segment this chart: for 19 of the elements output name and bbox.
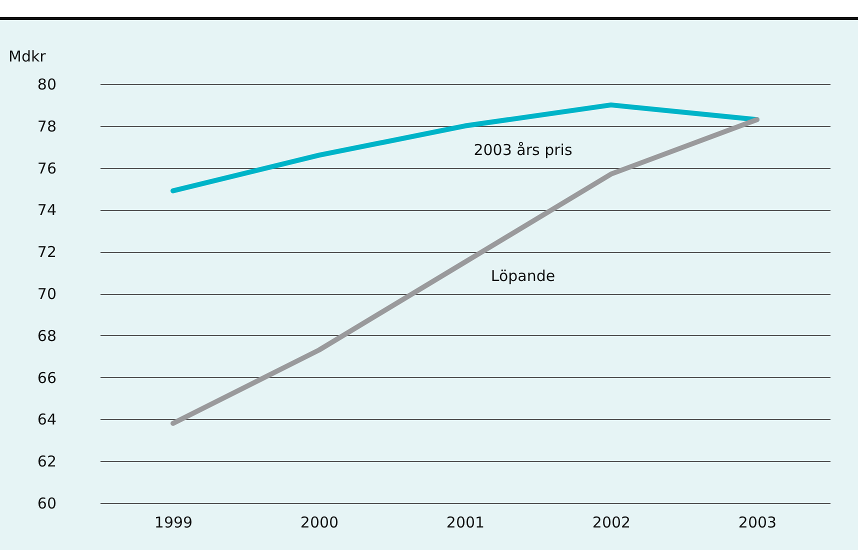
- y-tick-label: 78: [37, 117, 56, 136]
- y-axis-title: Mdkr: [8, 48, 47, 66]
- x-tick-label: 2003: [738, 514, 777, 532]
- series-label: Löpande: [490, 267, 556, 286]
- y-tick-label: 74: [37, 201, 56, 220]
- y-tick-label: 62: [37, 452, 56, 471]
- y-tick-label: 70: [37, 285, 56, 303]
- y-tick-label: 66: [37, 368, 56, 387]
- y-tick-label: 64: [37, 410, 56, 429]
- series-label: 2003 års pris: [474, 140, 572, 159]
- x-tick-label: 2002: [592, 514, 631, 532]
- x-tick-label: 2000: [300, 514, 339, 532]
- y-tick-label: 80: [37, 76, 56, 94]
- y-tick-label: 76: [37, 159, 56, 178]
- x-tick-label: 2001: [446, 514, 485, 532]
- y-tick-label: 68: [37, 326, 56, 345]
- x-tick-label: 1999: [154, 514, 193, 532]
- y-tick-label: 72: [37, 243, 56, 262]
- y-tick-label: 60: [37, 494, 56, 512]
